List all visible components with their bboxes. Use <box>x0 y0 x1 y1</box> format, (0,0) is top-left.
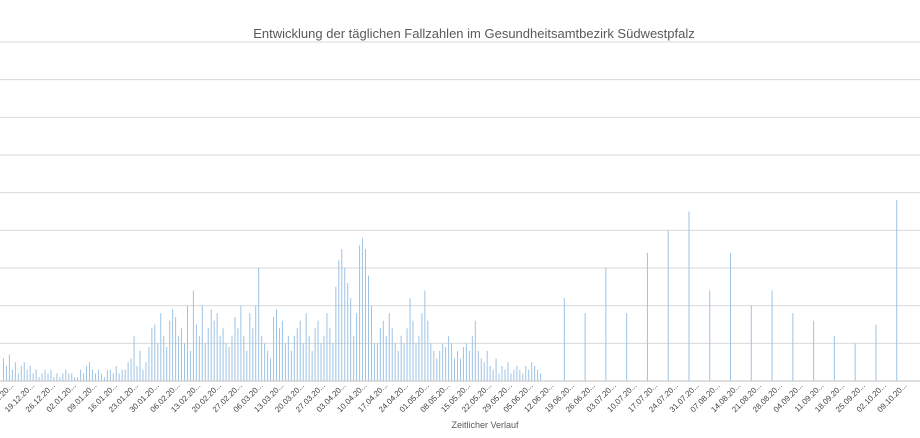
x-tick-labels: 12.12.20...19.12.20...26.12.20...02.01.2… <box>0 381 909 414</box>
bars <box>2 200 898 381</box>
x-axis-title: Zeitlicher Verlauf <box>451 420 519 430</box>
gridlines <box>0 41 920 344</box>
chart-title: Entwicklung der täglichen Fallzahlen im … <box>253 26 695 41</box>
